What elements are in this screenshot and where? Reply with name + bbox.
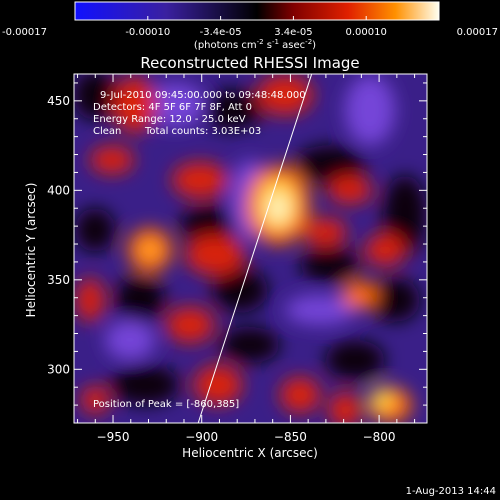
source-blob	[280, 377, 320, 413]
source-blob	[76, 278, 104, 322]
plot-frame	[73, 73, 428, 424]
dark-patch	[180, 205, 240, 245]
dark-patch	[370, 278, 420, 322]
purple-ridge	[285, 295, 355, 325]
dark-patch	[212, 268, 268, 312]
secondary-bright	[140, 242, 160, 258]
dark-patch	[300, 247, 360, 283]
solar-limb-line	[197, 74, 313, 423]
source-blob	[194, 365, 242, 405]
peak-core	[268, 194, 288, 222]
source-blob	[329, 392, 361, 423]
dark-patch	[75, 208, 115, 252]
axis-ticks	[74, 74, 427, 424]
y-tick-label: 450	[47, 94, 70, 108]
x-tick-label: −850	[274, 430, 307, 444]
time-range-text: 9-Jul-2010 09:45:00.000 to 09:48:48.000	[100, 90, 306, 101]
y-tick-labels: 300 350 400 450	[47, 94, 70, 376]
dark-patch	[295, 145, 365, 185]
colorbar: -0.00017 -0.00010 -3.4e-05 3.4e-05 0.00010 0.…	[2, 1, 498, 51]
y-axis-label: Heliocentric Y (arcsec)	[24, 183, 38, 318]
dark-patch	[383, 175, 427, 255]
dark-patch	[220, 327, 280, 363]
footer-date: 1-Aug-2013 14:44	[406, 486, 496, 497]
detectors-text: Detectors: 4F 5F 6F 7F 8F, Att 0	[93, 102, 252, 113]
colorbar-tick-label: 0.00017	[457, 27, 498, 38]
y-tick-label: 300	[47, 362, 70, 376]
colorbar-gradient	[74, 1, 440, 21]
dark-patch	[115, 275, 165, 325]
purple-ridge	[345, 75, 395, 145]
source-blob	[90, 146, 134, 174]
clean-text: Clean	[93, 126, 121, 137]
colorbar-units: (photons cm-2 s-1 asec-2)	[194, 38, 316, 51]
colorbar-tick-label: -0.00017	[2, 27, 47, 38]
dark-patch	[202, 90, 262, 130]
x-tick-label: −950	[97, 430, 130, 444]
purple-ridge	[145, 83, 205, 127]
source-blob	[365, 234, 405, 266]
annotations: 9-Jul-2010 09:45:00.000 to 09:48:48.000 …	[93, 90, 306, 410]
plot-title: Reconstructed RHESSI Image	[140, 54, 359, 72]
x-tick-labels: −950 −900 −850 −800	[97, 430, 396, 444]
colorbar-tick-label: -0.00010	[125, 27, 170, 38]
source-blob	[172, 162, 228, 198]
dark-patch	[325, 340, 385, 380]
emission-map	[74, 74, 427, 423]
energy-range-text: Energy Range: 12.0 - 25.0 keV	[93, 114, 246, 125]
source-blob	[328, 176, 372, 204]
dark-patch	[110, 365, 180, 405]
source-blob	[81, 386, 109, 414]
source-blob	[113, 77, 157, 133]
purple-ridge	[105, 320, 155, 360]
source-blob	[257, 75, 313, 115]
colorbar-tick-label: 3.4e-05	[274, 27, 312, 38]
source-blob	[342, 281, 378, 309]
source-blob	[166, 307, 214, 343]
x-tick-label: −900	[185, 430, 218, 444]
source-blob	[185, 235, 245, 275]
image-area	[74, 74, 427, 423]
total-counts-text: Total counts: 3.03E+03	[144, 126, 261, 137]
colorbar-tick-label: 0.00010	[346, 27, 387, 38]
peak-position-text: Position of Peak = [-860,385]	[93, 399, 239, 410]
secondary-bright	[370, 388, 394, 412]
dark-patch	[74, 74, 117, 120]
y-tick-label: 350	[47, 273, 70, 287]
x-tick-label: −800	[363, 430, 396, 444]
x-axis-label: Heliocentric X (arcsec)	[182, 446, 318, 460]
y-tick-label: 400	[47, 183, 70, 197]
source-blob	[303, 218, 347, 246]
colorbar-tick-label: -3.4e-05	[200, 27, 242, 38]
colorbar-ticks: -0.00017 -0.00010 -3.4e-05 3.4e-05 0.00010 0.…	[2, 16, 498, 38]
